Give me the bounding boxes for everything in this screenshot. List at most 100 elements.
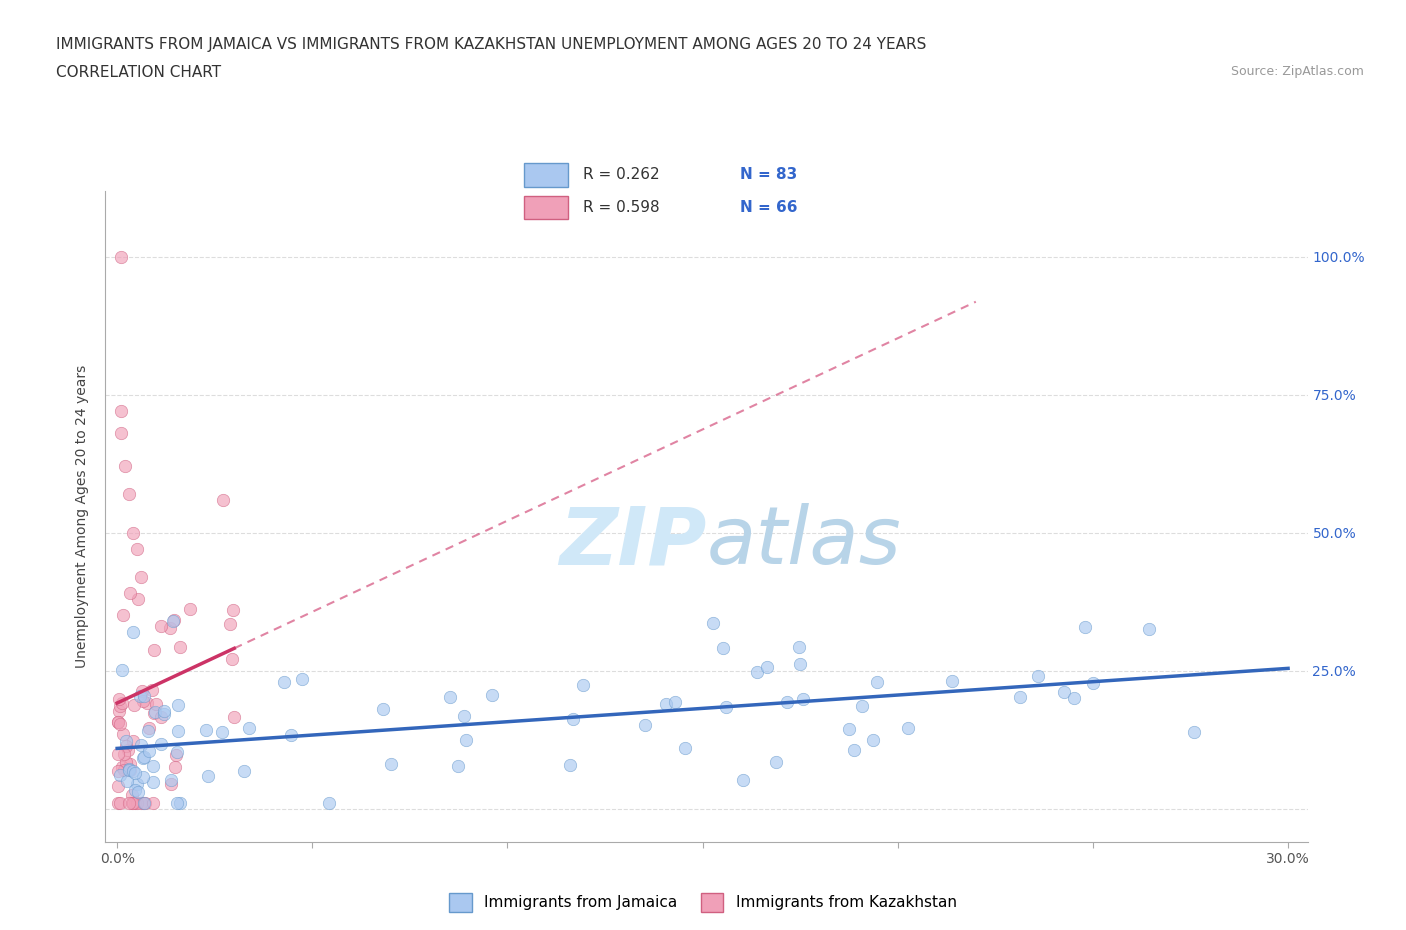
- Point: [136, 724, 159, 739]
- Point: [221, 652, 243, 667]
- Point: [150, 737, 173, 751]
- Point: [142, 758, 165, 773]
- Point: [280, 727, 302, 742]
- Point: [150, 618, 173, 633]
- Point: [111, 663, 134, 678]
- Point: [1182, 724, 1205, 739]
- Point: [114, 459, 136, 474]
- Point: [107, 714, 129, 729]
- Y-axis label: Unemployment Among Ages 20 to 24 years: Unemployment Among Ages 20 to 24 years: [76, 365, 90, 668]
- Point: [111, 760, 134, 775]
- Point: [149, 710, 172, 724]
- Point: [125, 777, 148, 791]
- Point: [121, 525, 143, 540]
- Point: [453, 709, 475, 724]
- Point: [792, 691, 814, 706]
- Point: [115, 774, 138, 789]
- Point: [143, 706, 166, 721]
- Point: [1053, 684, 1076, 699]
- Point: [107, 714, 129, 729]
- FancyBboxPatch shape: [524, 196, 568, 219]
- Point: [108, 717, 131, 732]
- Point: [1137, 621, 1160, 636]
- Point: [124, 795, 146, 810]
- Point: [232, 764, 254, 778]
- Point: [129, 795, 152, 810]
- Point: [673, 740, 696, 755]
- Point: [124, 782, 146, 797]
- Point: [134, 795, 156, 810]
- Text: R = 0.598: R = 0.598: [582, 200, 659, 215]
- Point: [111, 696, 134, 711]
- Point: [122, 625, 145, 640]
- Point: [1010, 690, 1032, 705]
- Point: [142, 643, 165, 658]
- Point: [169, 795, 191, 810]
- Point: [117, 742, 139, 757]
- Point: [132, 751, 155, 765]
- Point: [222, 603, 245, 618]
- Point: [194, 723, 217, 737]
- Point: [121, 734, 143, 749]
- Point: [776, 695, 799, 710]
- Point: [897, 721, 920, 736]
- Point: [1026, 669, 1049, 684]
- Point: [866, 674, 889, 689]
- Point: [108, 767, 131, 782]
- Point: [702, 615, 724, 630]
- Point: [789, 657, 811, 671]
- Point: [138, 743, 160, 758]
- Point: [160, 777, 183, 791]
- Point: [132, 770, 155, 785]
- Point: [711, 641, 734, 656]
- Point: [112, 726, 135, 741]
- Point: [120, 763, 142, 777]
- Point: [481, 687, 503, 702]
- Point: [219, 617, 242, 631]
- Text: ZIP: ZIP: [560, 503, 707, 581]
- Point: [118, 763, 141, 777]
- Point: [211, 492, 233, 507]
- Text: CORRELATION CHART: CORRELATION CHART: [56, 65, 221, 80]
- Point: [165, 747, 187, 762]
- Point: [166, 698, 188, 712]
- Point: [160, 773, 183, 788]
- Point: [1063, 690, 1085, 705]
- Point: [129, 688, 152, 703]
- Point: [129, 569, 152, 584]
- Point: [131, 694, 153, 709]
- Point: [373, 701, 395, 716]
- Point: [755, 659, 778, 674]
- Point: [166, 744, 188, 759]
- Point: [118, 586, 141, 601]
- Point: [145, 697, 167, 711]
- Point: [122, 795, 145, 810]
- Point: [273, 674, 295, 689]
- Point: [162, 614, 184, 629]
- Point: [167, 724, 190, 738]
- Point: [380, 757, 402, 772]
- Point: [654, 697, 676, 711]
- Point: [135, 696, 157, 711]
- Point: [129, 737, 152, 752]
- Legend: Immigrants from Jamaica, Immigrants from Kazakhstan: Immigrants from Jamaica, Immigrants from…: [443, 887, 963, 918]
- Point: [132, 795, 155, 810]
- Point: [560, 757, 582, 772]
- Point: [110, 404, 132, 418]
- Point: [134, 795, 156, 810]
- Point: [153, 707, 176, 722]
- Point: [132, 689, 155, 704]
- Point: [118, 762, 141, 777]
- Point: [179, 602, 201, 617]
- Point: [141, 683, 163, 698]
- Point: [447, 758, 470, 773]
- Point: [844, 742, 866, 757]
- Point: [572, 677, 595, 692]
- Point: [224, 710, 246, 724]
- Text: Source: ZipAtlas.com: Source: ZipAtlas.com: [1230, 65, 1364, 78]
- Point: [124, 698, 146, 712]
- Point: [211, 724, 233, 739]
- Point: [108, 795, 131, 810]
- Point: [159, 620, 181, 635]
- Point: [238, 721, 260, 736]
